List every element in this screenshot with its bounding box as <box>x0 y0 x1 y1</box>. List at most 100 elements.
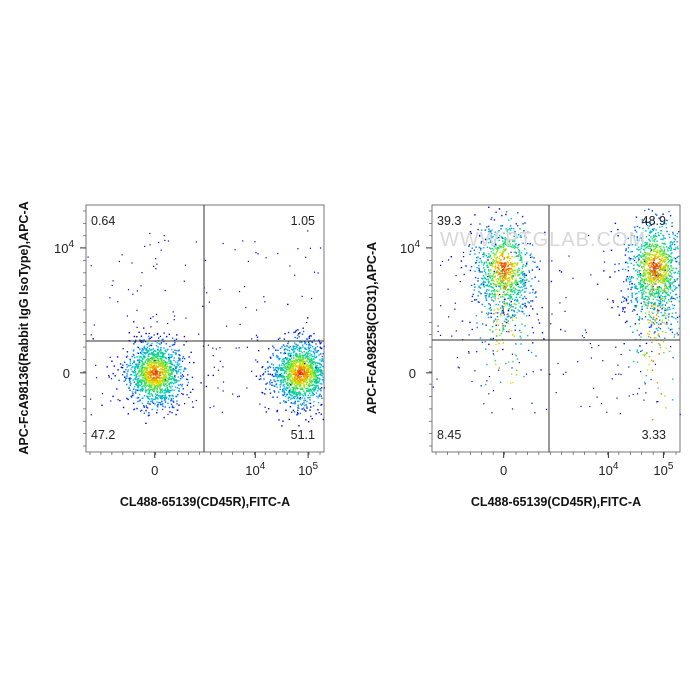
event-dot <box>512 287 515 290</box>
event-dot <box>122 348 124 350</box>
event-dot <box>178 404 180 406</box>
event-dot <box>496 321 498 323</box>
event-dot <box>671 304 674 306</box>
event-dot <box>486 262 488 264</box>
event-dot <box>148 392 150 394</box>
event-dot <box>181 374 184 376</box>
event-dot <box>158 383 160 385</box>
event-dot <box>162 366 164 368</box>
event-dot <box>147 415 150 417</box>
event-dot <box>293 411 296 413</box>
event-dot <box>164 379 166 381</box>
event-dot <box>671 276 673 278</box>
event-dot <box>631 244 634 246</box>
event-dot <box>136 365 138 367</box>
event-dot <box>510 284 512 287</box>
event-dot <box>669 255 672 258</box>
event-dot <box>501 277 503 279</box>
event-dot <box>500 283 502 285</box>
event-dot <box>495 211 497 213</box>
event-dot <box>653 265 655 267</box>
event-dot <box>313 386 315 389</box>
event-dot <box>138 331 140 333</box>
event-dot <box>662 282 664 284</box>
event-dot <box>150 373 152 375</box>
event-dot <box>161 365 163 367</box>
event-dot <box>504 282 507 284</box>
event-dot <box>660 303 662 305</box>
event-dot <box>268 348 270 350</box>
event-dot <box>149 386 151 388</box>
event-dot <box>296 395 298 397</box>
event-dot <box>300 347 302 349</box>
event-dot <box>510 276 512 278</box>
event-dot <box>310 370 313 372</box>
event-dot <box>658 290 660 293</box>
event-dot <box>646 243 648 245</box>
event-dot <box>636 292 638 294</box>
event-dot <box>161 394 164 397</box>
event-dot <box>503 268 506 270</box>
event-dot <box>137 347 139 349</box>
event-dot <box>636 278 638 280</box>
event-dot <box>665 407 667 409</box>
event-dot <box>156 388 158 390</box>
event-dot <box>659 272 662 275</box>
event-dot <box>675 260 677 262</box>
event-dot <box>148 379 150 382</box>
event-dot <box>514 324 516 327</box>
event-dot <box>671 399 674 401</box>
event-dot <box>651 321 653 323</box>
event-dot <box>509 274 512 276</box>
event-dot <box>493 253 496 255</box>
event-dot <box>180 368 182 371</box>
event-dot <box>136 389 138 391</box>
event-dot <box>652 228 654 231</box>
event-dot <box>141 363 144 366</box>
event-dot <box>265 388 267 390</box>
event-dot <box>161 395 163 398</box>
event-dot <box>494 275 496 277</box>
event-dot <box>502 282 505 285</box>
event-dot <box>149 317 152 319</box>
event-dot <box>666 267 669 270</box>
event-dot <box>488 275 490 277</box>
event-dot <box>208 301 210 303</box>
event-dot <box>289 367 292 369</box>
event-dot <box>523 275 525 277</box>
event-dot <box>291 384 293 386</box>
event-dot <box>667 319 670 321</box>
event-dot <box>272 367 275 369</box>
event-dot <box>673 279 676 281</box>
event-dot <box>645 279 648 282</box>
event-dot <box>161 338 163 341</box>
event-dot <box>647 257 649 259</box>
event-dot <box>289 370 292 372</box>
event-dot <box>281 425 283 427</box>
event-dot <box>641 255 643 257</box>
event-dot <box>666 230 668 233</box>
event-dot <box>520 236 522 238</box>
event-dot <box>311 418 313 420</box>
event-dot <box>499 285 501 287</box>
event-dot <box>517 262 519 264</box>
event-dot <box>255 334 258 336</box>
event-dot <box>175 413 177 416</box>
event-dot <box>322 353 324 355</box>
event-dot <box>665 278 668 280</box>
event-dot <box>490 286 493 288</box>
event-dot <box>489 293 491 295</box>
event-dot <box>150 326 152 328</box>
event-dot <box>635 270 637 272</box>
event-dot <box>138 363 140 365</box>
event-dot <box>508 361 510 363</box>
event-dot <box>300 358 302 360</box>
event-dot <box>163 384 165 386</box>
event-dot <box>183 335 186 338</box>
event-dot <box>521 323 523 325</box>
event-dot <box>636 263 639 266</box>
event-dot <box>649 336 652 339</box>
event-dot <box>647 221 650 223</box>
event-dot <box>665 292 668 295</box>
event-dot <box>660 302 662 304</box>
